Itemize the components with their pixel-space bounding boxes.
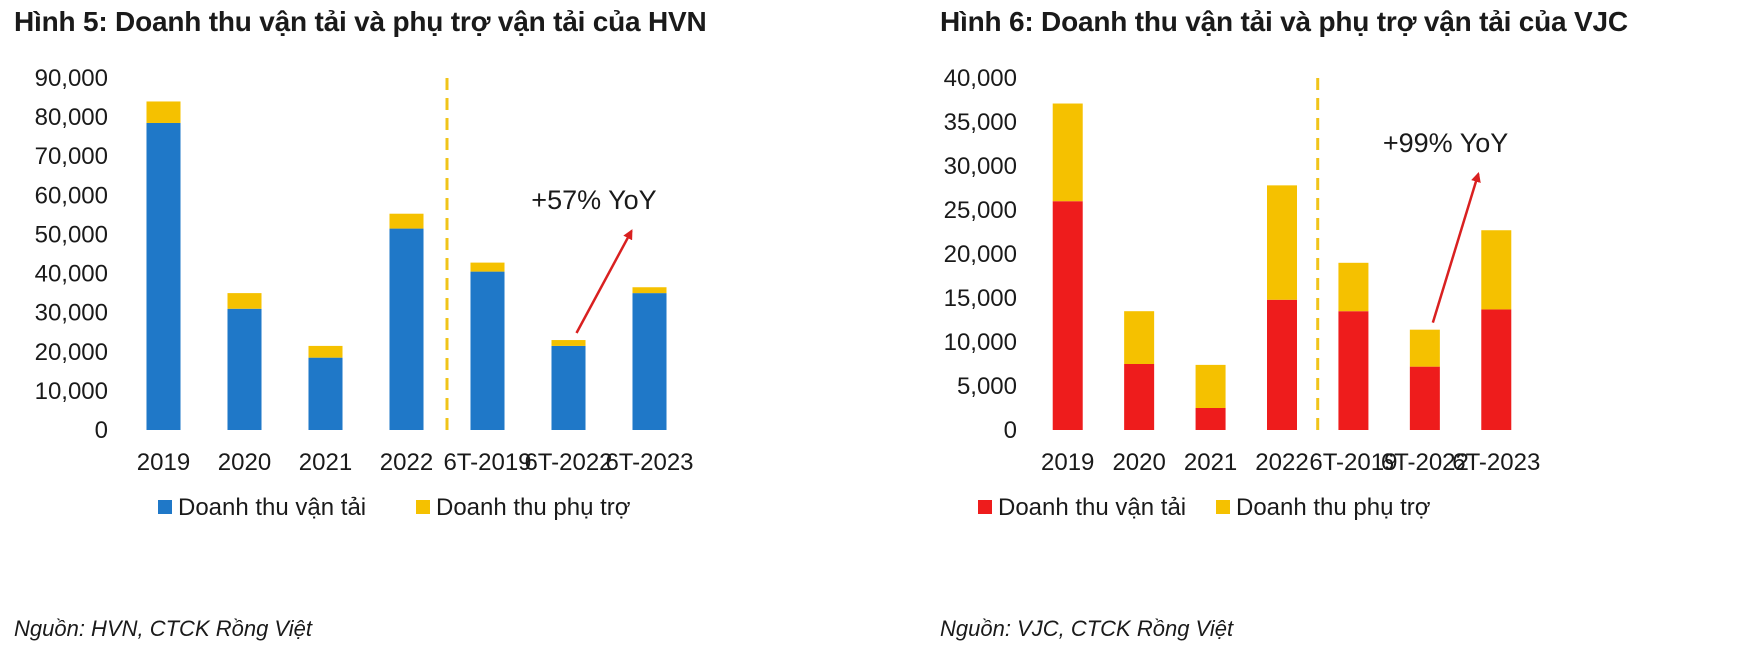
y-tick-label: 5,000: [957, 373, 1017, 400]
bar-ancillary: [227, 293, 262, 309]
x-tick-label: 2022: [1255, 449, 1308, 476]
x-tick-label: 6T-2022: [1381, 449, 1469, 476]
y-tick-label: 40,000: [944, 65, 1017, 92]
figure-6-chart: 0 5,000 10,000 15,000 20,000 25,000 30,000 35,0…: [944, 65, 1541, 521]
figure-6-source: Nguồn: VJC, CTCK Rồng Việt: [940, 616, 1234, 641]
growth-arrow: [575, 229, 633, 334]
legend-swatch-ancillary: [416, 500, 430, 514]
bar-transport: [1338, 311, 1369, 430]
bar-ancillary: [1052, 103, 1083, 202]
legend-label-ancillary: Doanh thu phụ trợ: [1236, 494, 1431, 521]
bar-transport: [1409, 366, 1440, 430]
bar-ancillary: [470, 262, 505, 272]
x-tick-label: 2021: [299, 449, 352, 476]
y-tick-label: 0: [95, 417, 108, 444]
growth-arrow: [1431, 172, 1481, 324]
yoy-annotation: +99% YoY: [1383, 128, 1508, 158]
bar-ancillary: [632, 287, 667, 294]
legend-label-transport: Doanh thu vận tải: [998, 494, 1186, 521]
yoy-annotation: +57% YoY: [531, 185, 656, 215]
bar-ancillary: [1409, 329, 1440, 367]
y-tick-label: 30,000: [944, 153, 1017, 180]
y-tick-label: 10,000: [35, 378, 108, 405]
bar-ancillary: [1124, 311, 1155, 364]
bar-ancillary: [551, 340, 586, 346]
bar-ancillary: [1267, 185, 1297, 300]
y-tick-label: 20,000: [944, 241, 1017, 268]
figure-5-title: Hình 5: Doanh thu vận tải và phụ trợ vận…: [14, 6, 707, 37]
legend-swatch-transport: [978, 500, 992, 514]
figure-5-chart: 0 10,000 20,000 30,000 40,000 50,000 60,000 70,…: [35, 65, 694, 521]
x-tick-label: 2019: [137, 449, 190, 476]
bar-transport: [308, 357, 343, 430]
x-tick-label: 2021: [1184, 449, 1237, 476]
legend-swatch-transport: [158, 500, 172, 514]
y-tick-label: 25,000: [944, 197, 1017, 224]
legend-swatch-ancillary: [1216, 500, 1230, 514]
x-tick-label: 6T-2023: [605, 449, 693, 476]
bar-transport: [1052, 201, 1083, 430]
bar-transport: [146, 122, 181, 430]
figure-6-title: Hình 6: Doanh thu vận tải và phụ trợ vận…: [940, 6, 1628, 37]
bar-transport: [551, 345, 586, 430]
bar-transport: [389, 228, 424, 430]
x-tick-label: 2019: [1041, 449, 1094, 476]
x-tick-label: 6T-2022: [524, 449, 612, 476]
y-tick-label: 60,000: [35, 182, 108, 209]
bar-ancillary: [1481, 230, 1512, 310]
x-tick-label: 2020: [218, 449, 271, 476]
legend-label-transport: Doanh thu vận tải: [178, 494, 366, 521]
bar-ancillary: [1338, 262, 1369, 312]
bar-transport: [470, 271, 505, 430]
x-tick-label: 6T-2023: [1452, 449, 1540, 476]
legend-label-ancillary: Doanh thu phụ trợ: [436, 494, 631, 521]
bar-transport: [1481, 309, 1512, 430]
figure-5-panel: Hình 5: Doanh thu vận tải và phụ trợ vận…: [14, 6, 707, 641]
x-tick-label: 6T-2019: [443, 449, 531, 476]
y-tick-label: 90,000: [35, 65, 108, 92]
bar-ancillary: [146, 101, 181, 123]
y-tick-label: 15,000: [944, 285, 1017, 312]
y-tick-label: 35,000: [944, 109, 1017, 136]
bar-transport: [227, 308, 262, 430]
y-tick-label: 10,000: [944, 329, 1017, 356]
y-tick-label: 80,000: [35, 104, 108, 131]
bar-transport: [632, 293, 667, 430]
figure-5-source: Nguồn: HVN, CTCK Rồng Việt: [14, 616, 312, 641]
y-tick-label: 50,000: [35, 221, 108, 248]
bar-ancillary: [1195, 364, 1226, 408]
x-tick-label: 6T-2019: [1309, 449, 1397, 476]
x-tick-label: 2020: [1112, 449, 1165, 476]
y-tick-label: 70,000: [35, 143, 108, 170]
y-tick-label: 0: [1004, 417, 1017, 444]
x-tick-label: 2022: [380, 449, 433, 476]
figure-6-panel: Hình 6: Doanh thu vận tải và phụ trợ vận…: [926, 0, 1756, 658]
bar-ancillary: [308, 345, 343, 358]
y-tick-label: 40,000: [35, 261, 108, 288]
bar-transport: [1267, 299, 1297, 430]
bar-transport: [1195, 408, 1226, 430]
bar-transport: [1124, 364, 1155, 430]
bar-ancillary: [389, 213, 424, 229]
y-tick-label: 30,000: [35, 300, 108, 327]
y-tick-label: 20,000: [35, 339, 108, 366]
